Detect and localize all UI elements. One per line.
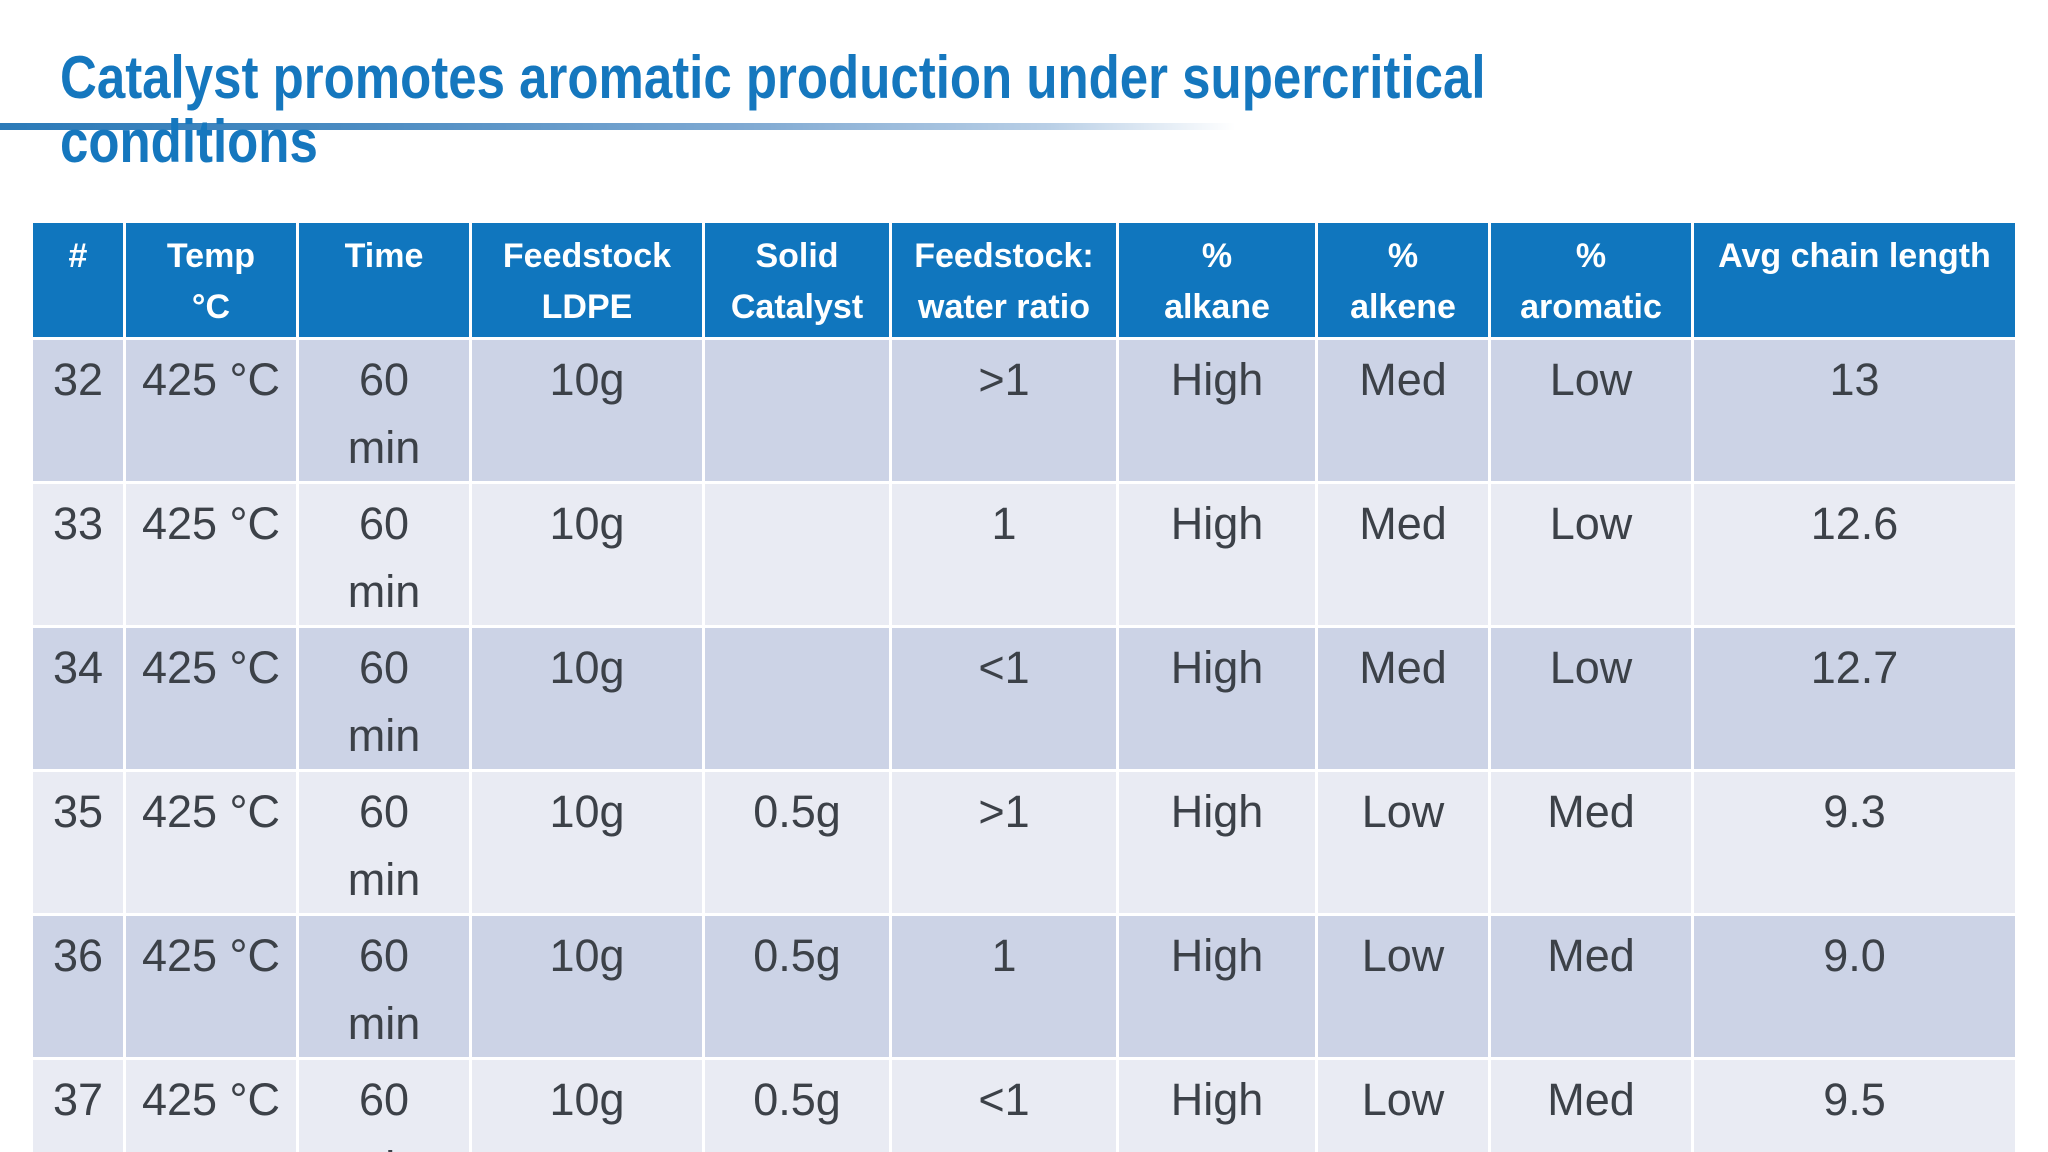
table-cell: 60 min [299, 772, 469, 913]
table-row: 34 425 °C 60 min 10g <1 High Med Low 12.7 [33, 628, 2015, 769]
table-cell: 10g [472, 916, 702, 1057]
experiment-results-table: # Temp °C Time Feedstock LDPE Solid Catalyst… [30, 220, 2018, 1152]
column-header-9: % aromatic [1491, 223, 1691, 337]
table-cell: Low [1318, 772, 1488, 913]
table-cell [705, 484, 889, 625]
table-cell: High [1119, 772, 1315, 913]
table-cell: Low [1491, 628, 1691, 769]
table-row: 35 425 °C 60 min 10g 0.5g >1 High Low Med 9.3 [33, 772, 2015, 913]
table-cell: 1 [892, 916, 1116, 1057]
table-cell: 33 [33, 484, 123, 625]
table-row: 33 425 °C 60 min 10g 1 High Med Low 12.6 [33, 484, 2015, 625]
table-cell: 60 min [299, 1060, 469, 1152]
title-accent-rule [0, 123, 1235, 130]
table-cell: Med [1491, 916, 1691, 1057]
column-header-3: Time [299, 223, 469, 337]
table-cell: Med [1318, 340, 1488, 481]
column-header-2: Temp °C [126, 223, 296, 337]
table-cell: Low [1491, 484, 1691, 625]
table-cell: 10g [472, 628, 702, 769]
column-header-6: Feedstock: water ratio [892, 223, 1116, 337]
table-body: 32 425 °C 60 min 10g >1 High Med Low 13 33 425 °C 6… [33, 340, 2015, 1152]
table-cell: Med [1491, 772, 1691, 913]
table-cell: 10g [472, 772, 702, 913]
table-row: 36 425 °C 60 min 10g 0.5g 1 High Low Med 9.0 [33, 916, 2015, 1057]
table-cell: 0.5g [705, 916, 889, 1057]
table-cell: 9.3 [1694, 772, 2015, 913]
table-cell: 32 [33, 340, 123, 481]
header-row: # Temp °C Time Feedstock LDPE Solid Catalyst… [33, 223, 2015, 337]
column-header-4: Feedstock LDPE [472, 223, 702, 337]
table-cell: Med [1318, 484, 1488, 625]
table-cell: 10g [472, 484, 702, 625]
column-header-10: Avg chain length [1694, 223, 2015, 337]
table-cell: 60 min [299, 916, 469, 1057]
table-cell: 35 [33, 772, 123, 913]
table-cell [705, 340, 889, 481]
table-cell: 60 min [299, 628, 469, 769]
table-cell: 10g [472, 340, 702, 481]
table-cell: 37 [33, 1060, 123, 1152]
table-header: # Temp °C Time Feedstock LDPE Solid Catalyst… [33, 223, 2015, 337]
table-cell: >1 [892, 772, 1116, 913]
slide-title: Catalyst promotes aromatic production un… [60, 44, 1486, 176]
table-cell: <1 [892, 628, 1116, 769]
table-cell: Low [1318, 916, 1488, 1057]
column-header-1: # [33, 223, 123, 337]
table-cell: 425 °C [126, 340, 296, 481]
table-cell: Med [1318, 628, 1488, 769]
table-cell [705, 628, 889, 769]
table-cell: 10g [472, 1060, 702, 1152]
table-cell: Med [1491, 1060, 1691, 1152]
table-cell: 34 [33, 628, 123, 769]
table-cell: 425 °C [126, 772, 296, 913]
table-cell: 36 [33, 916, 123, 1057]
table-cell: Low [1318, 1060, 1488, 1152]
column-header-8: % alkene [1318, 223, 1488, 337]
table-cell: 60 min [299, 484, 469, 625]
table-cell: <1 [892, 1060, 1116, 1152]
table-cell: Low [1491, 340, 1691, 481]
table-cell: 13 [1694, 340, 2015, 481]
table-cell: High [1119, 1060, 1315, 1152]
table-cell: 12.6 [1694, 484, 2015, 625]
table-cell: 9.0 [1694, 916, 2015, 1057]
column-header-5: Solid Catalyst [705, 223, 889, 337]
table-row: 32 425 °C 60 min 10g >1 High Med Low 13 [33, 340, 2015, 481]
table-cell: 425 °C [126, 628, 296, 769]
table-cell: 425 °C [126, 484, 296, 625]
table-cell: 9.5 [1694, 1060, 2015, 1152]
table-cell: High [1119, 484, 1315, 625]
table-cell: High [1119, 916, 1315, 1057]
table-cell: 60 min [299, 340, 469, 481]
table-cell: High [1119, 340, 1315, 481]
table-cell: 0.5g [705, 772, 889, 913]
table-cell: 425 °C [126, 916, 296, 1057]
table-cell: High [1119, 628, 1315, 769]
table-cell: 425 °C [126, 1060, 296, 1152]
table-cell: 12.7 [1694, 628, 2015, 769]
table-cell: 1 [892, 484, 1116, 625]
column-header-7: % alkane [1119, 223, 1315, 337]
table-cell: >1 [892, 340, 1116, 481]
table-cell: 0.5g [705, 1060, 889, 1152]
